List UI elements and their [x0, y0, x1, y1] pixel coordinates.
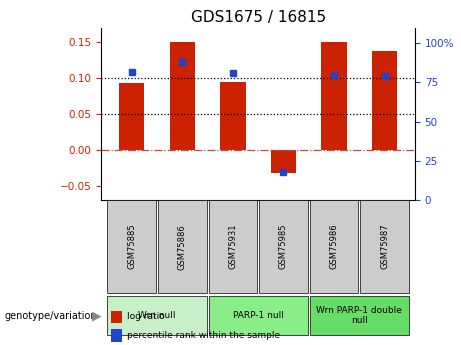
- Bar: [310, 200, 358, 293]
- Text: percentile rank within the sample: percentile rank within the sample: [127, 331, 280, 340]
- Bar: [361, 200, 409, 293]
- Text: ▶: ▶: [92, 309, 102, 322]
- Bar: [259, 200, 307, 293]
- Bar: [119, 83, 144, 150]
- Bar: [209, 296, 307, 335]
- Text: genotype/variation: genotype/variation: [5, 311, 97, 321]
- Text: GSM75885: GSM75885: [127, 224, 136, 269]
- Text: log ratio: log ratio: [127, 312, 165, 321]
- Text: GSM75931: GSM75931: [228, 224, 237, 269]
- Text: GSM75985: GSM75985: [279, 224, 288, 269]
- Bar: [372, 51, 397, 150]
- Bar: [107, 200, 156, 293]
- Text: PARP-1 null: PARP-1 null: [233, 311, 284, 320]
- Bar: [271, 150, 296, 173]
- Bar: [158, 200, 207, 293]
- Text: GSM75986: GSM75986: [330, 224, 338, 269]
- Text: Wrn null: Wrn null: [138, 311, 176, 320]
- Bar: [107, 296, 207, 335]
- Title: GDS1675 / 16815: GDS1675 / 16815: [190, 10, 326, 25]
- Text: Wrn PARP-1 double
null: Wrn PARP-1 double null: [316, 306, 402, 325]
- Text: GSM75987: GSM75987: [380, 224, 389, 269]
- Bar: [321, 42, 347, 150]
- Text: GSM75886: GSM75886: [178, 224, 187, 269]
- Bar: [209, 200, 257, 293]
- Bar: [170, 42, 195, 150]
- Bar: [220, 81, 246, 150]
- Bar: [310, 296, 409, 335]
